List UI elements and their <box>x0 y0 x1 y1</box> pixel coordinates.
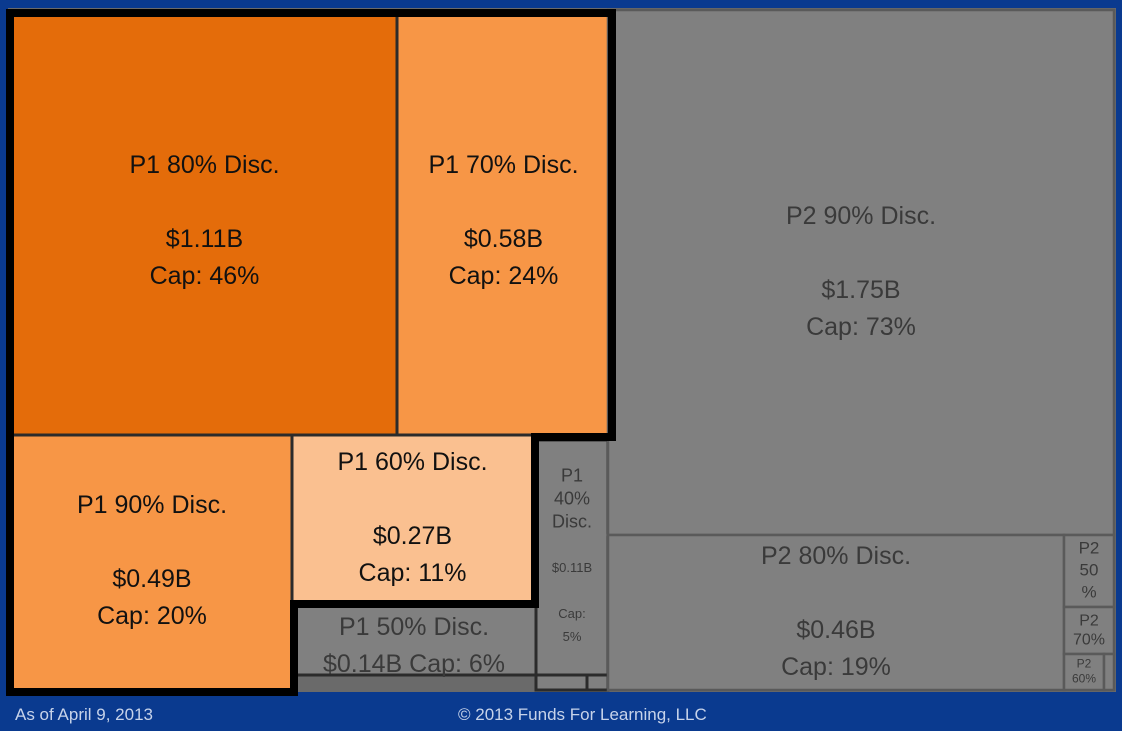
tile-label: P2 <box>1077 657 1092 671</box>
tile-label: P1 80% Disc. <box>129 151 279 179</box>
treemap-tile-p2-small <box>1102 652 1116 692</box>
as-of-date: As of April 9, 2013 <box>15 705 153 724</box>
tile-label: Cap: 73% <box>806 313 916 341</box>
tile-rect <box>10 433 294 692</box>
treemap-tile-p2-80: P2 80% Disc. $0.46B Cap: 19% <box>606 533 1066 692</box>
tile-label: $0.46B <box>796 616 875 644</box>
treemap-tile-p1-small-a <box>534 673 589 692</box>
treemap-tile-p2-50: P2 50% <box>1062 533 1116 609</box>
tile-rect <box>606 533 1066 692</box>
tile-label: P2 80% Disc. <box>761 542 911 570</box>
treemap-tile-p1-60: P1 60% Disc. $0.27B Cap: 11% <box>290 433 535 604</box>
tile-label: P1 60% Disc. <box>337 448 487 476</box>
tile-rect <box>534 673 589 692</box>
tile-label: $0.14B Cap: 6% <box>323 650 505 678</box>
tile-rect <box>290 433 535 604</box>
treemap-tile-p1-70: P1 70% Disc. $0.58B Cap: 24% <box>395 13 612 437</box>
tile-label: 50 <box>1080 560 1099 579</box>
tile-label: P2 <box>1079 538 1100 557</box>
tile-label: Cap: <box>558 606 585 621</box>
p1-highlight-outline <box>6 9 616 696</box>
tile-rect <box>290 600 538 677</box>
tile-label: $0.58B <box>464 225 543 253</box>
tile-label: $0.27B <box>373 522 452 550</box>
copyright-notice: © 2013 Funds For Learning, LLC <box>458 705 707 724</box>
tile-label: 5% <box>563 629 582 644</box>
tile-label: $0.11B <box>552 560 592 575</box>
tile-label: P1 <box>561 465 583 485</box>
tile-rect <box>1102 652 1116 692</box>
tile-rect <box>606 8 1116 537</box>
tile-label: Cap: 24% <box>449 262 559 290</box>
tile-label: $1.75B <box>821 276 900 304</box>
tile-rect <box>1062 533 1116 609</box>
tile-label: P1 50% Disc. <box>339 613 489 641</box>
treemap-tile-p1-50: P1 50% Disc. $0.14B Cap: 6% <box>290 600 538 678</box>
tile-rect <box>585 673 610 692</box>
treemap-tile-p1-80: P1 80% Disc. $1.11B Cap: 46% <box>10 13 399 437</box>
tile-label: Cap: 20% <box>97 602 207 630</box>
treemap-tile-p1-40: P1 40% Disc. $0.11B Cap: 5% <box>534 438 610 677</box>
treemap-tile-p1-small-b <box>585 673 610 692</box>
tile-label: 40% <box>554 488 590 508</box>
tile-label: P2 <box>1079 613 1099 630</box>
tile-label: 60% <box>1072 672 1096 686</box>
tile-label: Cap: 11% <box>359 559 467 587</box>
tile-label: Cap: 19% <box>781 653 891 681</box>
treemap-tile-p2-90: P2 90% Disc. $1.75B Cap: 73% <box>606 8 1116 537</box>
tile-label: Cap: 46% <box>150 262 260 290</box>
tile-label: P1 70% Disc. <box>428 151 578 179</box>
tile-rect <box>10 13 399 437</box>
tile-label: $0.49B <box>112 565 191 593</box>
tile-label: P2 90% Disc. <box>786 202 936 230</box>
tile-label: $1.11B <box>166 225 243 253</box>
tile-rect <box>1062 605 1116 656</box>
tile-label: Disc. <box>552 511 592 531</box>
tile-label: 70% <box>1073 632 1105 649</box>
treemap-tile-p1-90: P1 90% Disc. $0.49B Cap: 20% <box>10 433 294 692</box>
tile-label: P1 90% Disc. <box>77 491 227 519</box>
tile-label: % <box>1081 582 1096 601</box>
